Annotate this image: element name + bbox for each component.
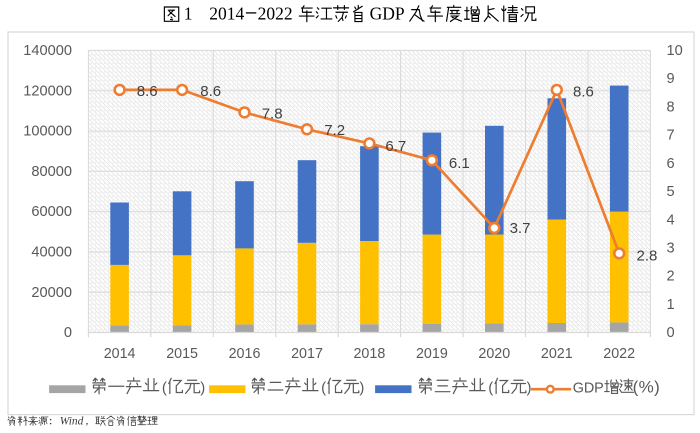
svg-text:2015: 2015 <box>166 346 198 362</box>
svg-text:3: 3 <box>667 241 675 257</box>
svg-text:100000: 100000 <box>23 124 72 140</box>
svg-text:6.1: 6.1 <box>449 155 470 172</box>
svg-text:2022: 2022 <box>258 4 293 24</box>
svg-text:2.8: 2.8 <box>637 248 658 265</box>
svg-text:GDP: GDP <box>573 380 604 396</box>
svg-text:7: 7 <box>667 128 675 144</box>
svg-text:Wind: Wind <box>60 415 84 427</box>
svg-text:120000: 120000 <box>23 83 72 99</box>
svg-text:): ) <box>527 379 532 396</box>
svg-text:80000: 80000 <box>31 164 72 180</box>
svg-text:2019: 2019 <box>416 346 448 362</box>
svg-text:7.2: 7.2 <box>324 122 345 139</box>
svg-text:(: ( <box>162 379 167 396</box>
svg-text:3.7: 3.7 <box>510 220 531 237</box>
svg-text:2: 2 <box>667 269 675 285</box>
svg-text:8.6: 8.6 <box>137 83 158 100</box>
svg-text:4: 4 <box>667 212 675 228</box>
svg-text:60000: 60000 <box>31 204 72 220</box>
svg-text:10: 10 <box>667 43 683 59</box>
svg-text:2016: 2016 <box>229 346 261 362</box>
svg-text:5: 5 <box>667 184 675 200</box>
svg-text:40000: 40000 <box>31 245 72 261</box>
svg-text:(: ( <box>321 379 326 396</box>
svg-text:2014: 2014 <box>104 346 136 362</box>
svg-text:8.6: 8.6 <box>573 83 594 100</box>
svg-text:1: 1 <box>184 4 193 24</box>
svg-text:8: 8 <box>667 99 675 115</box>
svg-text:): ) <box>359 379 364 396</box>
svg-text:GDP: GDP <box>370 4 405 24</box>
svg-text:2017: 2017 <box>291 346 323 362</box>
svg-text:2021: 2021 <box>541 346 573 362</box>
svg-text:(%): (%) <box>633 377 661 396</box>
svg-text:1: 1 <box>667 297 675 313</box>
svg-text:2018: 2018 <box>353 346 385 362</box>
svg-text:9: 9 <box>667 71 675 87</box>
svg-text:2014: 2014 <box>209 4 244 24</box>
svg-text:8.6: 8.6 <box>200 83 221 100</box>
svg-text:2020: 2020 <box>478 346 510 362</box>
svg-text:6: 6 <box>667 156 675 172</box>
svg-text:6.7: 6.7 <box>385 138 406 155</box>
svg-text:): ) <box>200 379 205 396</box>
svg-text:(: ( <box>488 379 493 396</box>
svg-text:0: 0 <box>64 325 72 341</box>
svg-text:0: 0 <box>667 325 675 341</box>
svg-text:20000: 20000 <box>31 285 72 301</box>
svg-text:2022: 2022 <box>603 346 635 362</box>
svg-text:7.8: 7.8 <box>262 105 283 122</box>
svg-text:140000: 140000 <box>23 43 72 59</box>
